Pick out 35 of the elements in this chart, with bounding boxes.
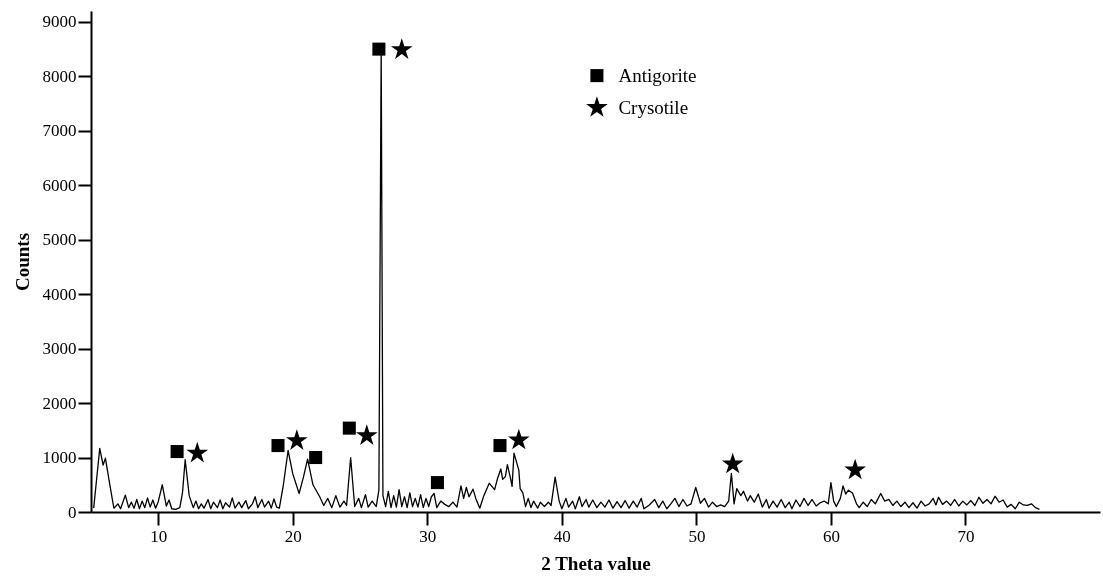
point	[355, 424, 378, 445]
x-tick-label: 30	[419, 526, 437, 546]
point	[721, 452, 744, 474]
point	[285, 429, 308, 450]
y-tick-label: 3000	[42, 339, 77, 359]
x-tick-label: 70	[957, 526, 975, 546]
legend-label: Crysotile	[618, 96, 689, 118]
y-tick-label: 9000	[42, 12, 77, 32]
y-tick-label: 7000	[42, 121, 77, 141]
x-tick-label: 10	[150, 526, 168, 546]
point	[430, 476, 444, 490]
point	[372, 42, 386, 56]
point	[186, 441, 209, 463]
x-tick-label: 60	[822, 526, 840, 546]
x-tick-label: 20	[284, 526, 302, 546]
y-tick-label: 1000	[42, 448, 77, 468]
point	[170, 445, 184, 459]
point	[342, 421, 356, 435]
y-tick-label: 2000	[42, 393, 77, 413]
x-axis-title: 2 Theta value	[541, 552, 651, 574]
point	[309, 451, 323, 465]
point	[493, 439, 507, 453]
y-tick-label: 8000	[42, 66, 77, 86]
x-tick-label: 40	[553, 526, 571, 546]
point	[844, 458, 866, 480]
x-tick-label: 50	[688, 526, 706, 546]
legend-label: Antigorite	[618, 64, 697, 86]
point	[390, 38, 413, 59]
y-tick-label: 0	[68, 502, 77, 522]
y-axis-title: Counts	[11, 232, 33, 292]
y-tick-label: 4000	[42, 284, 77, 304]
point	[271, 439, 285, 453]
y-tick-label: 6000	[42, 175, 77, 195]
y-tick-label: 5000	[42, 230, 77, 250]
point	[507, 428, 530, 450]
